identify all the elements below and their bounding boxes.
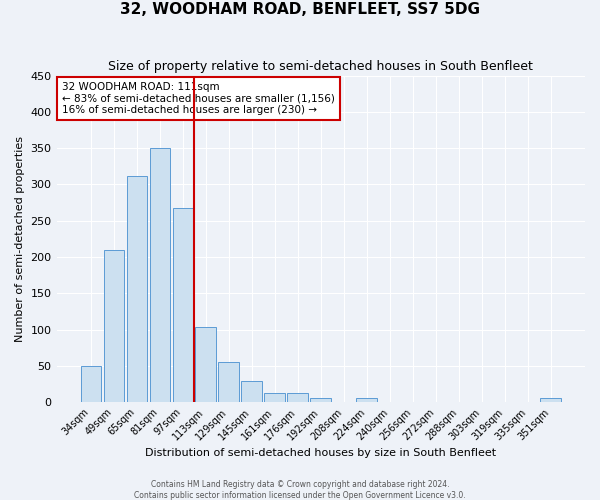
Bar bbox=[80, 366, 101, 402]
Bar bbox=[356, 398, 377, 402]
Title: Size of property relative to semi-detached houses in South Benfleet: Size of property relative to semi-detach… bbox=[109, 60, 533, 73]
Bar bbox=[265, 392, 285, 402]
Bar bbox=[104, 250, 124, 402]
Bar bbox=[127, 176, 147, 402]
Bar bbox=[218, 362, 239, 402]
Text: 32, WOODHAM ROAD, BENFLEET, SS7 5DG: 32, WOODHAM ROAD, BENFLEET, SS7 5DG bbox=[120, 2, 480, 18]
Text: Contains HM Land Registry data © Crown copyright and database right 2024.
Contai: Contains HM Land Registry data © Crown c… bbox=[134, 480, 466, 500]
Y-axis label: Number of semi-detached properties: Number of semi-detached properties bbox=[15, 136, 25, 342]
X-axis label: Distribution of semi-detached houses by size in South Benfleet: Distribution of semi-detached houses by … bbox=[145, 448, 496, 458]
Bar bbox=[241, 381, 262, 402]
Bar bbox=[149, 148, 170, 402]
Bar bbox=[287, 394, 308, 402]
Bar bbox=[196, 328, 216, 402]
Bar bbox=[173, 208, 193, 402]
Bar bbox=[540, 398, 561, 402]
Bar bbox=[310, 398, 331, 402]
Text: 32 WOODHAM ROAD: 111sqm
← 83% of semi-detached houses are smaller (1,156)
16% of: 32 WOODHAM ROAD: 111sqm ← 83% of semi-de… bbox=[62, 82, 335, 116]
